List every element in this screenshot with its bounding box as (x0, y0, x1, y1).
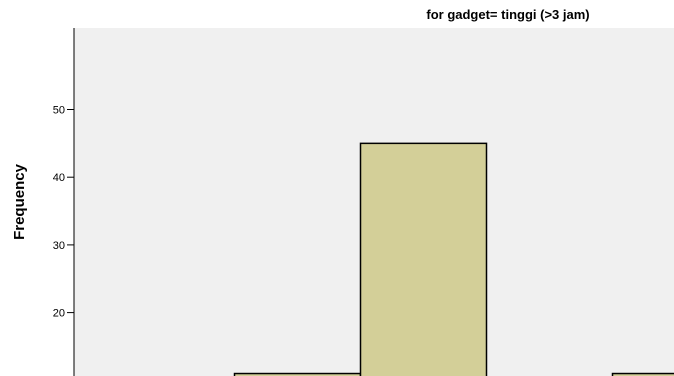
chart-subtitle: for gadget= tinggi (>3 jam) (426, 7, 589, 22)
y-axis-label: Frequency (11, 163, 28, 240)
y-tick-label: 40 (53, 172, 65, 184)
y-tick-label: 50 (53, 105, 65, 117)
y-tick-label: 20 (53, 308, 65, 320)
histogram-bar (359, 142, 488, 376)
histogram-bar (233, 372, 362, 376)
y-tick-label: 30 (53, 240, 65, 252)
y-axis: 1020304050 (53, 28, 75, 376)
histogram-bar (611, 372, 674, 376)
bars-group (233, 142, 674, 376)
